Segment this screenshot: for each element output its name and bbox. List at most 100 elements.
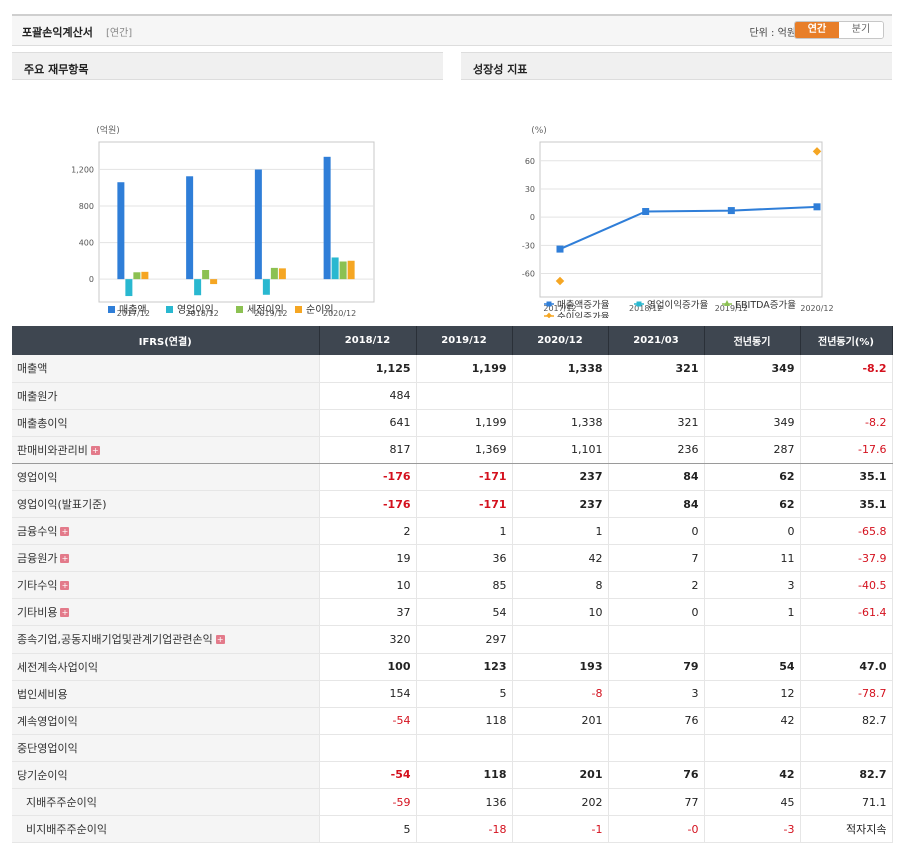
table-cell: 54 [416, 598, 513, 627]
table-cell: 2 [319, 517, 417, 546]
table-cell: -37.9 [800, 544, 893, 573]
table-cell: 1,338 [512, 355, 609, 383]
table-row: 법인세비용 154 5 -8 3 12 -78.7 [12, 680, 893, 708]
row-label-text: 중단영업이익 [17, 741, 78, 755]
table-cell: 0 [704, 517, 801, 546]
row-label: 매출액 [12, 355, 320, 383]
expand-plus-icon[interactable]: + [90, 445, 100, 455]
tab-quarterly[interactable]: 분기 [839, 22, 883, 38]
table-cell: 10 [319, 571, 417, 600]
row-label-text: 기타수익 [17, 579, 58, 593]
bar [194, 279, 202, 296]
row-label-text: 매출액 [17, 362, 48, 376]
expand-plus-icon[interactable]: + [60, 608, 70, 618]
table-cell: -54 [319, 707, 417, 735]
row-label-text: 매출원가 [17, 389, 58, 403]
row-label: 영업이익 [12, 463, 320, 491]
row-label-text: 당기순이익 [17, 768, 68, 782]
table-row: 종속기업,공동지배기업및관계기업관련손익 +320 297 [12, 625, 893, 654]
legend-label: EBITDA증가율 [735, 300, 796, 311]
table-cell: 202 [512, 788, 609, 817]
x-tick-label: 2017/12 [543, 304, 576, 313]
table-cell: 82.7 [800, 761, 893, 790]
table-cell: 1,338 [512, 409, 609, 437]
table-row: 매출원가 484 [12, 382, 893, 410]
y-tick-label: 30 [525, 185, 535, 194]
table-cell [608, 625, 705, 654]
table-cell: 82.7 [800, 707, 893, 735]
table-row: 영업이익 -176 -171 237 84 62 35.1 [12, 463, 893, 491]
table-cell: 42 [704, 761, 801, 790]
bar [117, 182, 125, 280]
row-label: 법인세비용 [12, 680, 320, 708]
row-label-text: 기타비용 [17, 606, 58, 620]
table-cell: -1 [512, 815, 609, 844]
table-cell: 42 [704, 707, 801, 735]
table-cell: 45 [704, 788, 801, 817]
table-cell [800, 382, 893, 410]
table-cell: 3 [704, 571, 801, 600]
table-cell: 123 [416, 653, 513, 681]
table-cell: 19 [319, 544, 417, 573]
table-cell: -8.2 [800, 355, 893, 383]
column-header: 전년동기 [704, 326, 801, 355]
data-point [642, 208, 650, 216]
legend-swatch [236, 306, 243, 313]
table-cell: 10 [512, 598, 609, 627]
table-cell: 237 [512, 463, 609, 491]
row-label: 계속영업이익 [12, 707, 320, 735]
row-label-text: 금융수익 [17, 525, 58, 539]
expand-plus-icon[interactable]: + [215, 635, 225, 645]
tab-annual[interactable]: 연간 [795, 22, 839, 38]
row-label: 기타비용 + [12, 598, 320, 627]
expand-plus-icon[interactable]: + [60, 581, 70, 591]
table-cell: 76 [608, 707, 705, 735]
expand-plus-icon[interactable]: + [60, 527, 70, 537]
table-cell [319, 734, 417, 762]
table-cell [416, 734, 513, 762]
table-cell [704, 382, 801, 410]
table-cell: 47.0 [800, 653, 893, 681]
expand-plus-icon[interactable]: + [60, 554, 70, 564]
table-cell [608, 734, 705, 762]
table-cell: 817 [319, 436, 417, 464]
table-row: 중단영업이익 [12, 734, 893, 762]
row-label: 비지배주주순이익 [12, 815, 320, 844]
table-cell: -3 [704, 815, 801, 844]
data-point [727, 207, 735, 215]
row-label-text: 영업이익(발표기준) [17, 498, 107, 512]
income-statement-table: IFRS(연결) 2018/12 2019/12 2020/12 2021/03 전년동기… [12, 326, 893, 844]
legend-swatch [546, 301, 552, 307]
table-cell: 154 [319, 680, 417, 708]
table-cell: 1 [512, 517, 609, 546]
legend-swatch [636, 301, 642, 307]
legend-label: 영업이익증가율 [647, 299, 708, 311]
table-cell: 62 [704, 490, 801, 519]
y-axis-unit: (억원) [96, 124, 120, 136]
bar [141, 271, 149, 280]
y-tick-label: 60 [525, 157, 535, 166]
table-cell: 320 [319, 625, 417, 654]
x-tick-label: 2020/12 [323, 309, 356, 318]
data-point [556, 245, 564, 253]
table-cell: -171 [416, 463, 513, 491]
table-cell: 8 [512, 571, 609, 600]
table-cell: 62 [704, 463, 801, 491]
table-cell: 적자지속 [800, 815, 893, 844]
table-cell: 118 [416, 707, 513, 735]
table-cell: 35.1 [800, 463, 893, 491]
legend-swatch [108, 306, 115, 313]
data-point [813, 203, 821, 211]
row-label: 지배주주순이익 [12, 788, 320, 817]
data-point [555, 276, 565, 286]
column-header: 전년동기(%) [800, 326, 893, 355]
table-cell: 1,369 [416, 436, 513, 464]
bar [202, 270, 210, 280]
table-cell [800, 734, 893, 762]
bar [254, 169, 262, 280]
table-cell: 35.1 [800, 490, 893, 519]
row-label: 당기순이익 [12, 761, 320, 790]
table-cell: 287 [704, 436, 801, 464]
table-cell: -78.7 [800, 680, 893, 708]
growth-indicators-panel: 성장성 지표 (%) -60 -30 0 30 60 2017/12 2018/12 2019/… [461, 52, 892, 323]
